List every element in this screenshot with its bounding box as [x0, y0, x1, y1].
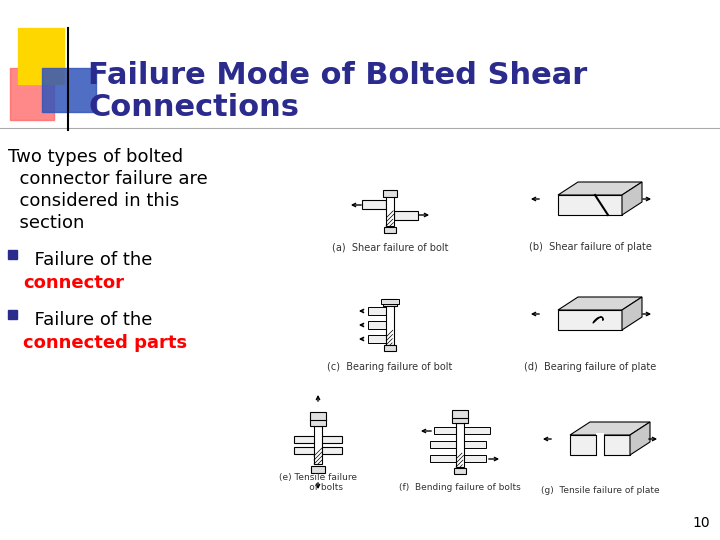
Bar: [454, 468, 466, 474]
Bar: [384, 227, 396, 233]
Bar: [452, 417, 468, 423]
Text: connector failure are: connector failure are: [8, 170, 208, 188]
Polygon shape: [622, 297, 642, 330]
Polygon shape: [622, 182, 642, 215]
Bar: [311, 465, 325, 472]
Bar: [310, 412, 326, 420]
Bar: [294, 436, 342, 443]
Bar: [430, 441, 486, 448]
Text: Two types of bolted: Two types of bolted: [8, 148, 183, 166]
Text: considered in this: considered in this: [8, 192, 179, 210]
Text: connector: connector: [23, 274, 124, 292]
Bar: [381, 299, 399, 304]
Bar: [368, 307, 390, 315]
Bar: [456, 423, 464, 467]
Bar: [452, 410, 468, 418]
Text: Failure Mode of Bolted Shear: Failure Mode of Bolted Shear: [88, 60, 588, 90]
Bar: [368, 335, 390, 343]
Text: Failure of the: Failure of the: [23, 311, 153, 329]
Polygon shape: [558, 297, 642, 310]
Text: connected parts: connected parts: [23, 334, 187, 352]
Bar: [383, 190, 397, 197]
Text: (e) Tensile failure
      of bolts: (e) Tensile failure of bolts: [279, 472, 357, 492]
Bar: [596, 433, 604, 457]
Bar: [310, 419, 326, 426]
Polygon shape: [558, 195, 622, 215]
Bar: [368, 321, 390, 329]
Bar: [386, 194, 394, 226]
Text: 10: 10: [693, 516, 710, 530]
Bar: [18, 28, 64, 84]
Bar: [386, 305, 394, 345]
Bar: [430, 455, 486, 462]
Bar: [8, 250, 17, 259]
Text: (c)  Bearing failure of bolt: (c) Bearing failure of bolt: [328, 362, 453, 372]
Bar: [294, 447, 342, 454]
Polygon shape: [630, 422, 650, 455]
Text: (a)  Shear failure of bolt: (a) Shear failure of bolt: [332, 242, 449, 252]
Polygon shape: [570, 422, 650, 435]
Text: section: section: [8, 214, 84, 232]
Bar: [434, 427, 490, 434]
Text: (d)  Bearing failure of plate: (d) Bearing failure of plate: [524, 362, 656, 372]
Text: (f)  Bending failure of bolts: (f) Bending failure of bolts: [399, 483, 521, 492]
Text: (b)  Shear failure of plate: (b) Shear failure of plate: [528, 242, 652, 252]
Bar: [362, 200, 386, 209]
Bar: [8, 310, 17, 319]
Bar: [383, 299, 397, 306]
Text: (g)  Tensile failure of plate: (g) Tensile failure of plate: [541, 486, 660, 495]
Bar: [394, 211, 418, 220]
Bar: [384, 345, 396, 351]
Polygon shape: [558, 182, 642, 195]
Polygon shape: [558, 310, 622, 330]
Text: Connections: Connections: [88, 93, 299, 123]
Bar: [10, 68, 54, 120]
Text: Failure of the: Failure of the: [23, 251, 153, 269]
Polygon shape: [570, 435, 630, 455]
Bar: [314, 426, 322, 464]
Bar: [42, 68, 96, 112]
